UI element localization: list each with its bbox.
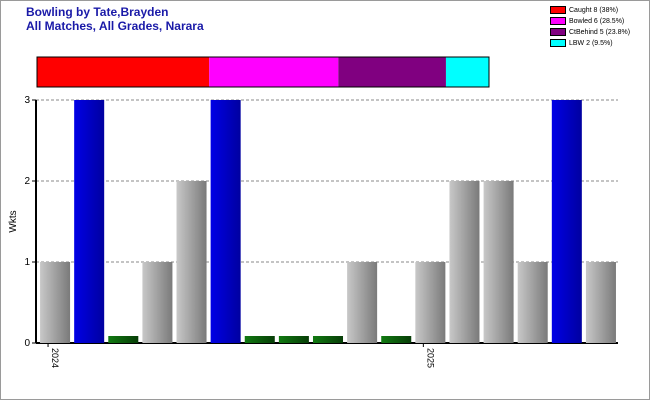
chart-subtitle: All Matches, All Grades, Narara (26, 19, 204, 33)
legend-label-lbw: LBW 2 (9.5%) (569, 39, 613, 47)
x-tick-label: 2025 (425, 348, 435, 368)
legend-label-ctbehind: CtBehind 5 (23.8%) (569, 28, 631, 36)
bar-13 (449, 181, 480, 343)
legend-item-bowled: Bowled 6 (28.5%) (550, 16, 630, 26)
y-tick-label: 2 (24, 176, 30, 187)
breakdown-segment-ctbehind (338, 57, 446, 87)
x-tick-labels: 2024 2025 (47, 343, 435, 368)
chart-title: Bowling by Tate,Brayden (26, 5, 169, 19)
y-tick-labels: 0 1 2 3 (24, 95, 30, 349)
legend-swatch-ctbehind (550, 28, 566, 36)
bar-17 (585, 262, 616, 343)
legend-swatch-caught (550, 6, 566, 14)
gridlines (36, 99, 618, 263)
bar-6 (210, 100, 241, 343)
legend-swatch-lbw (550, 39, 566, 47)
breakdown-segment-caught (37, 57, 210, 87)
bars (40, 100, 616, 343)
y-tick-label: 1 (24, 257, 30, 268)
bar-3 (108, 336, 139, 343)
breakdown-outline (36, 56, 490, 88)
bar-14 (483, 181, 514, 343)
bar-2 (74, 100, 105, 343)
bar-11 (381, 336, 412, 343)
legend-label-bowled: Bowled 6 (28.5%) (569, 17, 625, 25)
breakdown-segment-bowled (209, 57, 339, 87)
bar-15 (517, 262, 548, 343)
dismissal-breakdown-bar (36, 56, 490, 88)
breakdown-segment-lbw (445, 57, 489, 87)
legend-swatch-bowled (550, 17, 566, 25)
bar-5 (176, 181, 207, 343)
bar-16 (551, 100, 582, 343)
bar-12 (415, 262, 446, 343)
y-tick-label: 3 (24, 95, 30, 106)
x-tick-label: 2024 (50, 348, 60, 368)
bar-1 (40, 262, 71, 343)
legend-label-caught: Caught 8 (38%) (569, 6, 619, 14)
y-axis-title: Wkts (8, 210, 19, 232)
bar-10 (347, 262, 378, 343)
legend-item-ctbehind: CtBehind 5 (23.8%) (550, 27, 630, 37)
bar-9 (312, 336, 344, 343)
legend-item-caught: Caught 8 (38%) (550, 5, 630, 15)
legend-item-lbw: LBW 2 (9.5%) (550, 38, 630, 48)
legend: Caught 8 (38%) Bowled 6 (28.5%) CtBehind… (550, 5, 630, 49)
y-tick-label: 0 (24, 338, 30, 349)
bar-4 (142, 262, 173, 343)
bar-7 (244, 336, 275, 343)
bar-8 (278, 336, 309, 343)
